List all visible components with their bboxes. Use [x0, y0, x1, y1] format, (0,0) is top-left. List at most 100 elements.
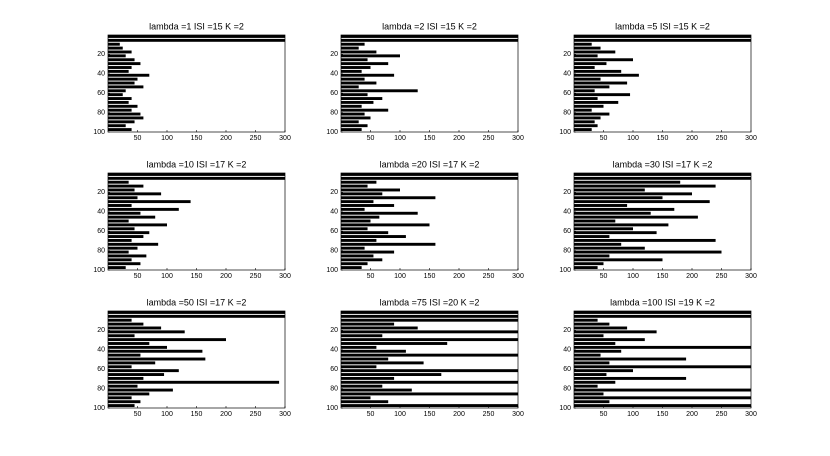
- bar: [108, 396, 132, 400]
- x-tick-label: 150: [191, 135, 203, 142]
- panel-title: lambda =5 ISI =15 K =2: [615, 21, 710, 31]
- x-tick-label: 300: [512, 273, 524, 280]
- bar: [574, 242, 622, 246]
- bar: [108, 231, 150, 235]
- panel-title: lambda =50 ISI =17 K =2: [147, 297, 247, 307]
- x-tick-label: 50: [367, 135, 375, 142]
- bar: [108, 204, 132, 207]
- bar: [341, 231, 389, 235]
- x-tick-label: 100: [161, 411, 173, 418]
- bar: [341, 396, 371, 400]
- bar: [574, 353, 601, 357]
- x-tick-label: 150: [657, 411, 669, 418]
- bar: [574, 404, 751, 408]
- y-tick-label: 80: [563, 109, 571, 116]
- y-tick-label: 60: [97, 366, 105, 373]
- bar: [574, 334, 604, 338]
- bar: [574, 207, 675, 211]
- bar: [574, 173, 751, 176]
- x-tick-label: 300: [279, 273, 291, 280]
- x-tick-label: 250: [250, 135, 262, 142]
- y-tick-label: 20: [97, 51, 105, 58]
- bar: [108, 254, 147, 258]
- bar: [341, 73, 395, 77]
- bar: [108, 207, 179, 211]
- bar: [574, 311, 751, 314]
- x-tick-label: 150: [657, 135, 669, 142]
- y-tick-label: 80: [563, 247, 571, 254]
- bar: [108, 262, 141, 266]
- bar: [108, 211, 141, 215]
- bar: [341, 173, 518, 176]
- bar: [341, 35, 518, 38]
- x-tick-label: 50: [367, 273, 375, 280]
- bar: [574, 246, 645, 250]
- bar: [574, 188, 645, 192]
- bar: [108, 258, 132, 262]
- bar: [341, 196, 436, 200]
- x-tick-label: 100: [161, 135, 173, 142]
- y-tick-label: 40: [563, 347, 571, 354]
- x-tick-label: 250: [483, 273, 495, 280]
- bar: [108, 219, 129, 223]
- x-tick-label: 50: [600, 273, 608, 280]
- x-tick-label: 250: [250, 273, 262, 280]
- bar: [341, 104, 362, 108]
- y-tick-label: 60: [563, 228, 571, 235]
- bar: [341, 200, 374, 204]
- bar: [341, 376, 395, 380]
- bar: [108, 200, 191, 204]
- bar: [341, 50, 377, 54]
- bar: [341, 334, 383, 338]
- bar: [108, 342, 150, 345]
- bar: [108, 246, 138, 250]
- y-tick-label: 80: [563, 385, 571, 392]
- bar: [341, 254, 374, 258]
- bar: [341, 400, 389, 404]
- bar: [341, 128, 362, 132]
- bar: [108, 215, 156, 219]
- bar: [574, 314, 751, 318]
- x-tick-label: 250: [716, 135, 728, 142]
- y-tick-label: 20: [563, 327, 571, 334]
- x-tick-label: 50: [134, 135, 142, 142]
- bar: [108, 349, 203, 353]
- bar: [574, 211, 651, 215]
- x-tick-label: 100: [627, 273, 639, 280]
- bar: [108, 380, 280, 384]
- bar: [108, 400, 141, 404]
- x-tick-label: 100: [627, 411, 639, 418]
- bar: [341, 207, 365, 211]
- bar: [341, 338, 518, 342]
- bar: [574, 93, 631, 97]
- bar: [341, 318, 518, 322]
- bar: [341, 124, 368, 128]
- y-tick-label: 20: [330, 189, 338, 196]
- bar: [341, 392, 518, 396]
- bar: [341, 345, 377, 349]
- x-tick-label: 200: [453, 411, 465, 418]
- bar: [341, 97, 383, 100]
- bar: [341, 188, 400, 192]
- bar: [108, 50, 132, 54]
- bar: [108, 196, 138, 200]
- bar: [341, 62, 389, 66]
- bar: [108, 369, 179, 373]
- bar: [574, 342, 616, 345]
- y-tick-label: 60: [563, 366, 571, 373]
- bar: [108, 266, 126, 270]
- x-tick-label: 150: [657, 273, 669, 280]
- bar: [341, 250, 395, 254]
- bar: [341, 369, 518, 373]
- bar: [108, 235, 144, 238]
- panel-title: lambda =75 ISI =20 K =2: [380, 297, 480, 307]
- bar: [574, 361, 610, 365]
- bar: [341, 108, 389, 112]
- x-tick-label: 50: [134, 273, 142, 280]
- x-tick-label: 50: [600, 135, 608, 142]
- bar: [108, 120, 135, 124]
- bar: [108, 184, 144, 188]
- bar: [574, 369, 633, 373]
- bar: [341, 311, 518, 314]
